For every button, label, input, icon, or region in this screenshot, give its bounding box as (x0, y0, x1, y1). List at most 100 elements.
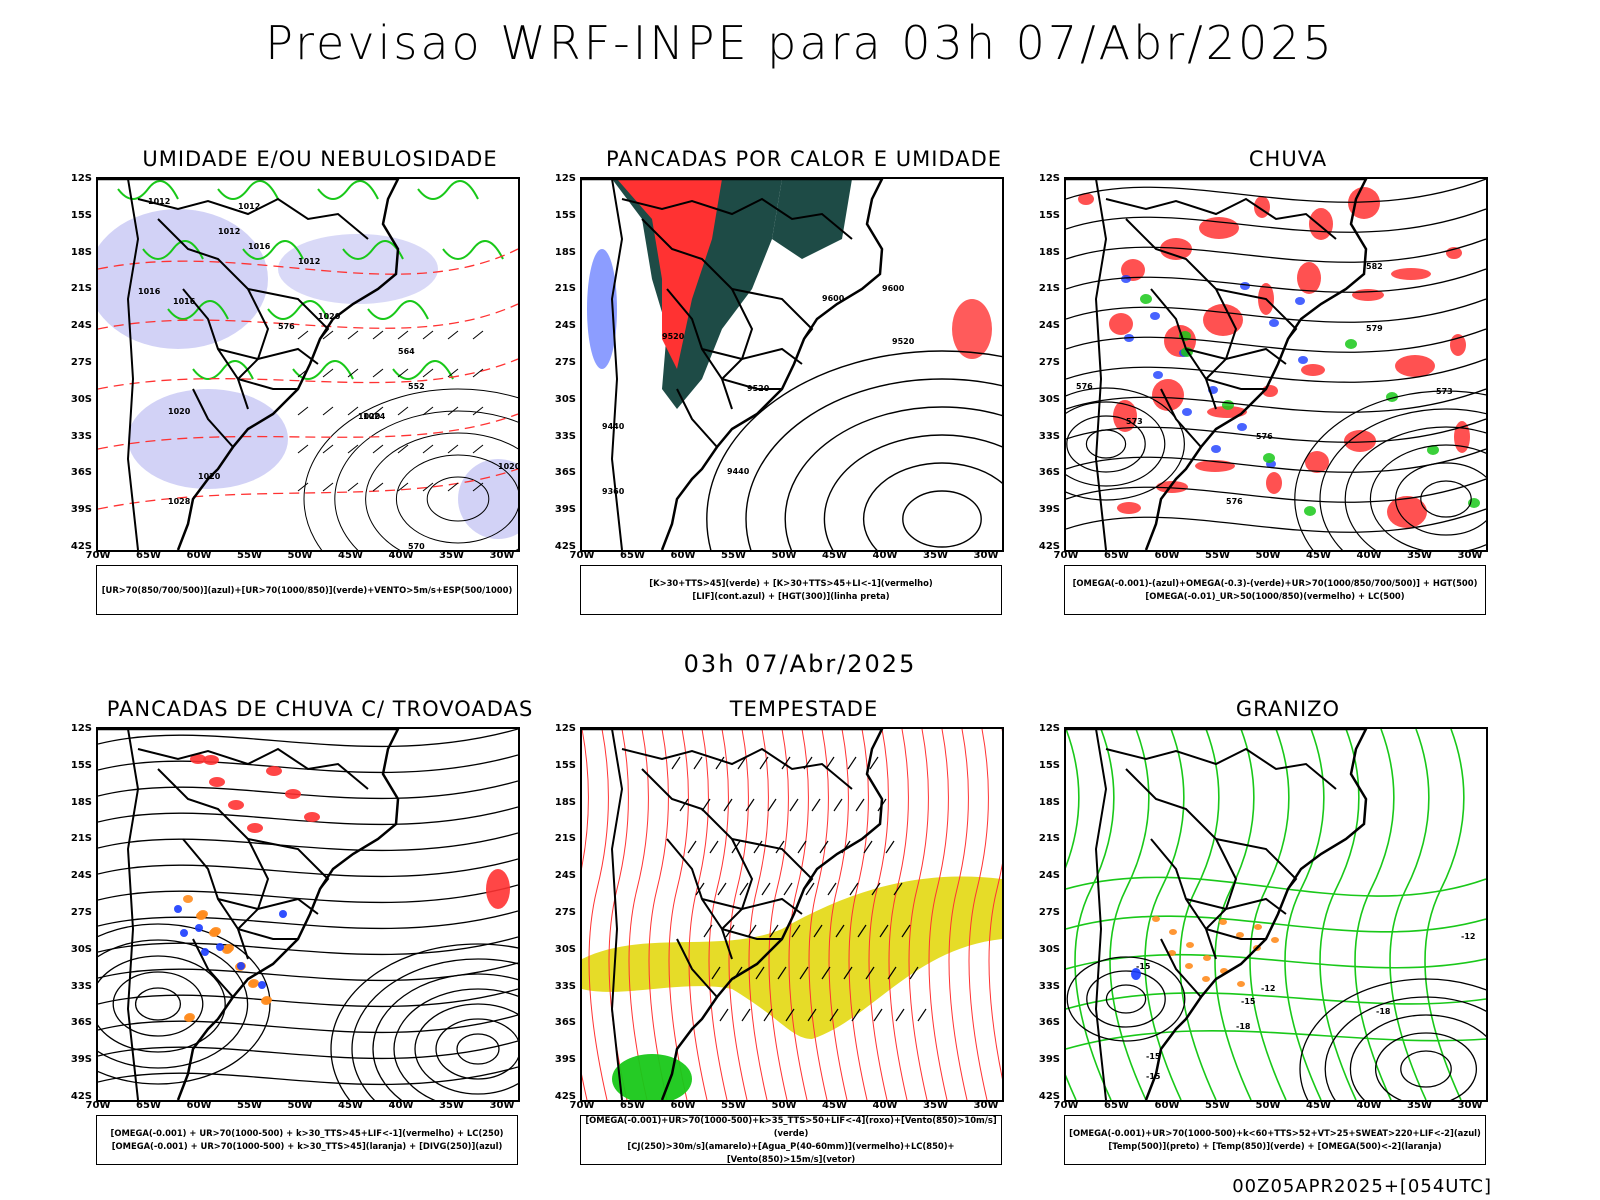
temp850-contour (1354, 729, 1395, 1100)
wind-vector (851, 1008, 861, 1022)
wind-vector (855, 798, 865, 812)
streamline (98, 1040, 518, 1059)
divergence-area-blue (258, 981, 266, 989)
lon-axis: 70W 65W 60W 55W 50W 45W 40W 35W 30W (86, 550, 520, 564)
rain-area-red (1344, 430, 1376, 452)
lat-tick-label: 27S (70, 907, 92, 918)
lon-tick-label: 55W (237, 550, 262, 561)
temp850-contour (1066, 953, 1486, 970)
wind-vector (865, 966, 875, 980)
legend-line: [Temp(500)](preto) + [Temp(850)](verde) … (1108, 1141, 1442, 1151)
lon-tick-label: 35W (923, 550, 948, 561)
lon-tick-label: 60W (1154, 1100, 1180, 1111)
wind-vector (799, 966, 809, 980)
lc850-contour (728, 729, 749, 1100)
wind-vector (422, 444, 434, 454)
lat-tick-label: 42S (554, 541, 576, 552)
lat-tick-label: 21S (1038, 833, 1060, 845)
hgt500-contour (1066, 387, 1185, 501)
map-tempestade[interactable] (580, 727, 1004, 1102)
country-border (610, 729, 624, 1100)
country-border (192, 388, 234, 448)
lon-tick-label: 65W (1104, 550, 1129, 561)
wind-vector (347, 482, 359, 492)
map-granizo[interactable]: -12 -12 -15 -15 -15 -18 -18 -15 (1064, 727, 1488, 1102)
streamline (1066, 478, 1486, 503)
lat-tick-label: 33S (1038, 980, 1060, 992)
lc850-contour (968, 729, 989, 1100)
rain-area-red (1305, 451, 1329, 473)
lat-tick-label: 42S (70, 541, 92, 552)
lon-tick-label: 65W (136, 1100, 161, 1111)
lc850-contour (582, 729, 589, 1100)
lat-tick-label: 42S (554, 1091, 576, 1102)
lat-tick-label: 18S (1038, 246, 1060, 258)
lat-tick-label: 39S (554, 504, 576, 516)
hgt300-contour (862, 462, 1002, 550)
humidity-contour-green (242, 240, 304, 260)
lat-tick-label: 39S (70, 504, 92, 516)
temp850-contour (1214, 729, 1255, 1100)
omega-area-orange (1271, 937, 1279, 943)
wind-vector (755, 966, 765, 980)
rain-area-red (1160, 238, 1192, 260)
divergence-area-blue (195, 924, 203, 932)
wind-vector (397, 406, 409, 416)
country-border (701, 347, 803, 365)
lat-axis: 12S 15S 18S 21S 24S 27S 30S 33S 36S 39S 42S (1030, 173, 1060, 552)
map-pancadas-calor[interactable]: 9600 9600 9520 9520 9520 9440 9440 9360 (580, 177, 1004, 552)
lc850-contour (628, 729, 649, 1100)
streamline (98, 1014, 518, 1033)
lon-tick-label: 65W (136, 550, 161, 561)
country-border (237, 378, 298, 390)
contour-label: 1012 (218, 227, 240, 236)
contour-label: 1020 (318, 312, 341, 321)
hgt300-contour (784, 406, 1002, 550)
country-border (1105, 197, 1337, 240)
lon-tick-label: 30W (973, 1100, 999, 1111)
lon-tick-label: 45W (338, 550, 363, 561)
coastline (98, 729, 400, 1100)
rain-area-blue (1295, 297, 1305, 305)
lat-tick-label: 18S (70, 246, 92, 258)
wind-vector (297, 330, 309, 340)
lc250-contour (330, 943, 518, 1100)
streamline (98, 832, 518, 851)
lat-tick-label: 21S (1038, 283, 1060, 295)
lat-tick-label: 42S (70, 1091, 92, 1102)
lat-tick-label: 30S (554, 393, 576, 405)
map-umidade[interactable]: 1012 1012 1012 1012 1016 1016 1020 1020 1020 1024… (96, 177, 520, 552)
wind-vector (447, 444, 459, 454)
lat-axis: 12S 15S 18S 21S 24S 27S 30S 33S 36S 39S 42S (1030, 723, 1060, 1102)
streamline (98, 988, 518, 1007)
map-pancadas-trovoadas[interactable] (96, 727, 520, 1102)
instability-area-red (617, 179, 722, 369)
lon-tick-label: 45W (822, 550, 847, 561)
wind-vector (472, 444, 484, 454)
contour-label: 9600 (822, 294, 845, 303)
wind-vector (893, 882, 903, 896)
lat-tick-label: 18S (554, 246, 576, 258)
wind-vector (807, 1008, 817, 1022)
country-border (1094, 179, 1108, 550)
streamline (98, 884, 518, 903)
lon-tick-label: 40W (388, 550, 414, 561)
lon-tick-label: 50W (1255, 1100, 1281, 1111)
country-border (192, 938, 234, 998)
country-border (1205, 378, 1266, 390)
panel-title: CHUVA (1248, 147, 1328, 171)
isobar (303, 388, 518, 550)
wind-vector (715, 756, 725, 770)
thickness-contour (98, 468, 518, 510)
map-chuva[interactable]: 582 579 576 573 573 576 576 (1064, 177, 1488, 552)
contour-label: 1020 (498, 462, 518, 471)
contour-label: 9360 (602, 487, 625, 496)
contour-label: 9520 (892, 337, 915, 346)
wind-vector (873, 1008, 883, 1022)
lon-tick-label: 55W (1205, 1100, 1230, 1111)
lc250-contour (98, 955, 226, 1053)
temp850-contour (1284, 729, 1325, 1100)
lat-tick-label: 36S (70, 1017, 92, 1029)
lon-axis: 70W 65W 60W 55W 50W 45W 40W 35W 30W (570, 550, 1004, 564)
lc850-contour (888, 729, 909, 1100)
